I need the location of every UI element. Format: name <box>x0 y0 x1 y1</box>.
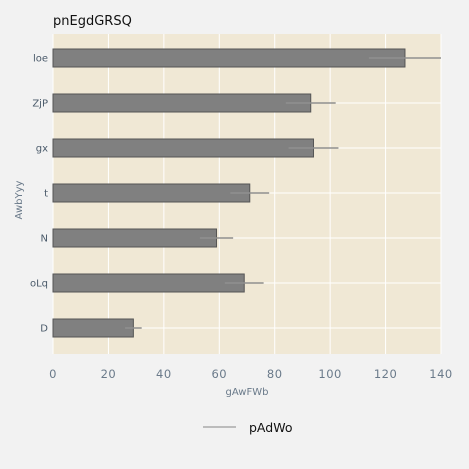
bar-loe <box>52 48 406 68</box>
x-tick-label-140: 140 <box>429 367 452 381</box>
error-bars <box>125 57 441 329</box>
bar-oLq <box>52 273 245 293</box>
chart-title: pnEgdGRSQ <box>53 14 132 29</box>
legend-label-pAdWo: pAdWo <box>249 420 292 435</box>
x-tick-label-40: 40 <box>156 367 172 381</box>
y-tick-label-N: N <box>41 234 48 245</box>
x-tick-labels: 0 20 40 60 80 100 120 140 <box>49 367 452 381</box>
x-tick-label-0: 0 <box>49 367 57 381</box>
x-tick-label-100: 100 <box>318 367 341 381</box>
y-tick-label-D: D <box>40 324 48 335</box>
bar-N <box>52 228 218 248</box>
x-tick-label-80: 80 <box>267 367 283 381</box>
x-tick-label-120: 120 <box>374 367 397 381</box>
bar-ZjP <box>52 93 312 113</box>
y-tick-label-oLq: oLq <box>30 279 48 290</box>
bar-t <box>52 183 251 203</box>
x-tick-label-20: 20 <box>101 367 117 381</box>
legend: pAdWo <box>203 420 292 435</box>
bar-D <box>52 318 134 338</box>
x-tick-label-60: 60 <box>211 367 227 381</box>
y-tick-label-loe: loe <box>33 54 48 65</box>
bars <box>52 48 406 338</box>
x-axis-label: gAwFWb <box>226 387 269 398</box>
bar-gx <box>52 138 315 158</box>
y-tick-label-gx: gx <box>36 144 48 155</box>
y-axis-label: AwbYyy <box>14 180 25 219</box>
y-tick-label-t: t <box>44 189 48 200</box>
y-tick-label-ZjP: ZjP <box>32 99 48 110</box>
